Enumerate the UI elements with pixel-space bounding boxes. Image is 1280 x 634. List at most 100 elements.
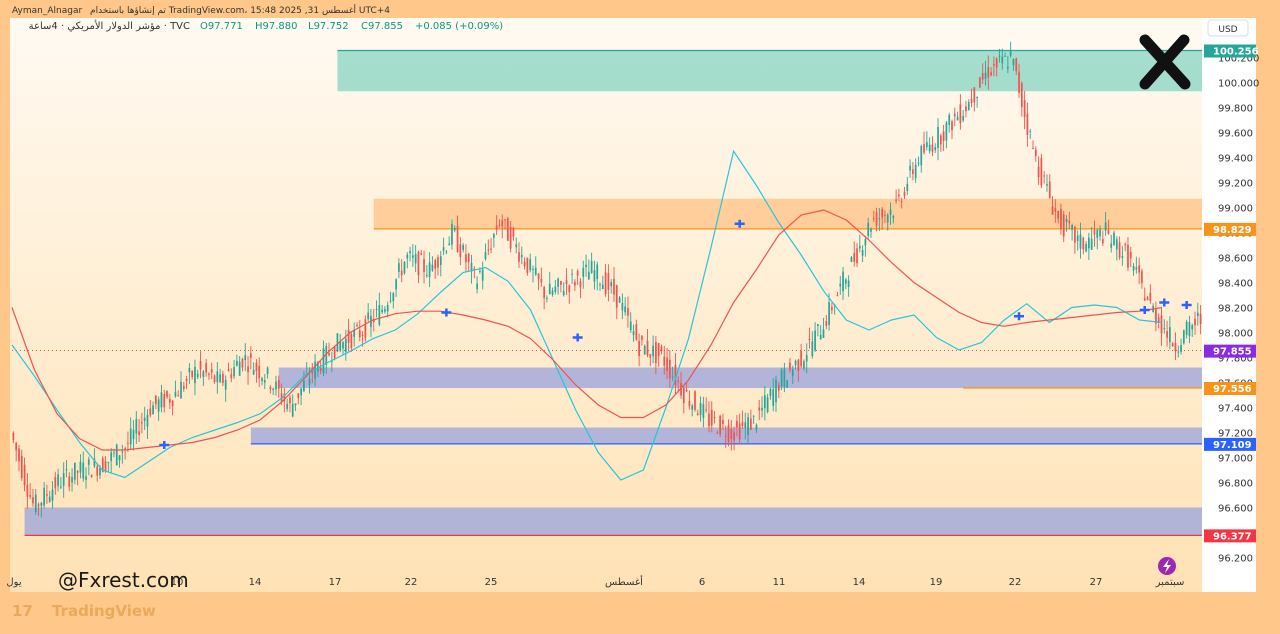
- candle-body: [149, 408, 152, 416]
- lightning-icon[interactable]: [1158, 557, 1176, 575]
- candle-body: [763, 395, 766, 409]
- candle-body: [1068, 220, 1071, 224]
- ohlc-high: H97.880: [255, 21, 298, 32]
- candle-body: [263, 380, 266, 383]
- y-tick-label: 97.400: [1218, 404, 1253, 415]
- candle-body: [794, 360, 797, 366]
- candle-body: [353, 329, 356, 337]
- candle-body: [674, 364, 677, 386]
- candle-body: [1194, 318, 1196, 326]
- signal-cross-marker[interactable]: [1159, 298, 1170, 307]
- price-label-97.109: 97.109: [1204, 437, 1256, 451]
- candle-body: [934, 147, 937, 151]
- candle-body: [467, 253, 470, 263]
- candle-body: [462, 245, 465, 251]
- brand-x-logo: [1139, 34, 1191, 90]
- candle-body: [177, 395, 180, 397]
- candle-body: [789, 362, 791, 371]
- candle-body: [839, 283, 842, 287]
- candle-body: [520, 255, 523, 258]
- candle-body: [1076, 235, 1079, 241]
- candle-body: [249, 353, 252, 358]
- candle-body: [1199, 313, 1202, 324]
- candle-body: [752, 415, 755, 417]
- candle-body: [1026, 113, 1029, 135]
- signal-cross-marker[interactable]: [1014, 312, 1025, 321]
- candle-body: [57, 474, 59, 486]
- candle-body: [554, 286, 557, 293]
- candle-body: [356, 324, 358, 326]
- candle-body: [733, 432, 735, 441]
- candle-body: [76, 471, 79, 473]
- candle-body: [981, 73, 984, 80]
- signal-cross-marker[interactable]: [1139, 306, 1150, 314]
- candle-body: [615, 285, 618, 308]
- candle-body: [82, 462, 85, 479]
- candle-body: [400, 270, 403, 276]
- candle-body: [40, 502, 43, 506]
- price-label-bg: [1204, 44, 1256, 58]
- candle-body: [850, 257, 853, 262]
- candle-body: [1191, 325, 1194, 330]
- candle-body: [403, 261, 406, 274]
- candle-body: [448, 243, 451, 246]
- watermark-text: @Fxrest.com: [58, 568, 189, 592]
- candle-body: [358, 330, 361, 338]
- candle-body: [844, 279, 847, 284]
- candle-body: [663, 356, 666, 366]
- plot-area[interactable]: [10, 18, 1202, 592]
- signal-cross-marker[interactable]: [572, 333, 583, 342]
- candle-body: [702, 404, 705, 418]
- candle-body: [1004, 55, 1006, 57]
- candle-body: [945, 122, 948, 141]
- candle-body: [995, 58, 998, 68]
- signal-cross-marker[interactable]: [159, 441, 170, 449]
- candle-body: [939, 135, 942, 145]
- candle-body: [532, 268, 534, 271]
- candle-body: [1138, 265, 1141, 273]
- candle-body: [375, 308, 378, 310]
- candle-body: [423, 259, 425, 272]
- currency-box[interactable]: [1207, 19, 1249, 37]
- candle-body: [238, 361, 241, 376]
- candle-body: [414, 254, 417, 264]
- ohlc-change: +0.085 (+0.09%): [415, 21, 503, 32]
- candle-body: [817, 324, 819, 326]
- signal-cross-marker[interactable]: [1181, 301, 1192, 309]
- candle-body: [459, 244, 462, 258]
- x-tick-label: 14: [249, 577, 262, 588]
- candle-body: [1054, 208, 1057, 212]
- y-tick-label: 98.600: [1218, 254, 1253, 265]
- candle-body: [1085, 243, 1087, 252]
- candle-body: [319, 367, 322, 372]
- price-label-text: 98.829: [1213, 225, 1252, 236]
- price-label-bg: [1204, 344, 1256, 358]
- candle-body: [512, 227, 515, 237]
- candle-body: [431, 264, 434, 271]
- candle-body: [1127, 244, 1129, 268]
- candle-body: [451, 223, 453, 245]
- candle-body: [562, 290, 565, 296]
- candle-body: [579, 281, 582, 288]
- y-tick-label: 100.000: [1218, 79, 1259, 90]
- candle-body: [484, 252, 487, 259]
- price-label-97.855: 97.855: [1204, 344, 1256, 358]
- candle-body: [1115, 239, 1118, 250]
- candle-body: [60, 486, 62, 488]
- candle-body: [1023, 100, 1026, 118]
- demand-zone-3: [24, 507, 1202, 536]
- candle-body: [744, 422, 747, 428]
- candle-body: [677, 380, 680, 383]
- candle-body: [154, 395, 157, 405]
- supply-zone-top: [337, 50, 1202, 92]
- candle-body: [878, 218, 881, 220]
- candle-body: [719, 415, 721, 435]
- signal-cross-marker[interactable]: [734, 219, 745, 228]
- signal-cross-marker[interactable]: [441, 308, 452, 317]
- candle-body: [713, 417, 716, 419]
- candle-body: [984, 72, 987, 80]
- candle-body: [1157, 317, 1160, 323]
- candle-body: [1101, 239, 1104, 244]
- candle-body: [367, 312, 370, 320]
